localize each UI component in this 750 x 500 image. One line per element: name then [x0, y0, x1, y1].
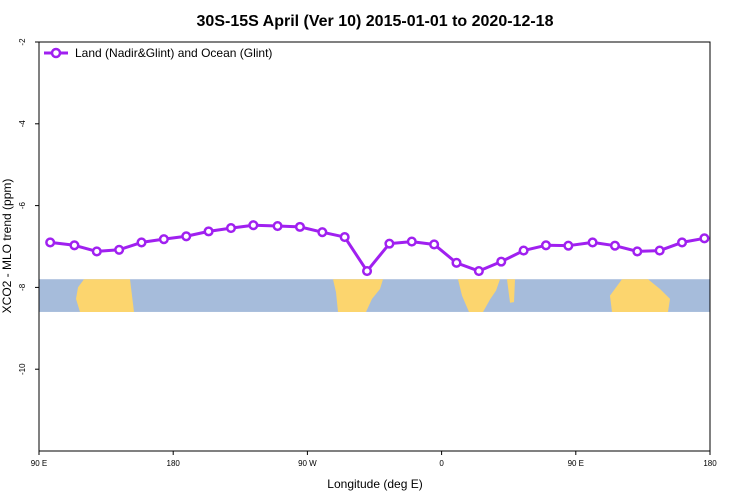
- data-point: [136, 237, 147, 248]
- y-tick-label: -8: [18, 283, 27, 291]
- data-point: [339, 232, 350, 243]
- y-tick-label: -6: [18, 201, 27, 209]
- data-point: [654, 245, 665, 256]
- map-landmass-0: [76, 279, 134, 312]
- data-point: [361, 265, 373, 277]
- data-point: [272, 221, 283, 232]
- y-tick-label: -10: [18, 363, 27, 375]
- data-point: [473, 265, 484, 277]
- data-point: [518, 245, 529, 256]
- plot-frame: [38, 41, 711, 452]
- x-tick-label: 90 E: [568, 459, 584, 468]
- data-point: [429, 239, 440, 250]
- map-landmass-3: [507, 279, 515, 303]
- data-point: [563, 240, 574, 251]
- axis-ticks: -2 -4 -6 -8 -10 90 E 180 90 W 0 90 E 180: [18, 38, 717, 468]
- data-point: [632, 246, 643, 257]
- data-point: [203, 226, 214, 237]
- data-point: [69, 240, 80, 251]
- data-point: [496, 256, 507, 267]
- x-tick-label: 0: [439, 459, 444, 468]
- data-point: [91, 246, 102, 257]
- data-point: [225, 223, 237, 234]
- x-tick-label: 180: [703, 459, 717, 468]
- data-point: [609, 240, 620, 251]
- data-point: [676, 237, 688, 248]
- data-point: [294, 221, 305, 232]
- x-tick-label: 90 W: [298, 459, 317, 468]
- y-tick-label: -2: [18, 38, 27, 46]
- x-tick-label: 180: [167, 459, 181, 468]
- plot-area: [39, 220, 710, 312]
- data-point: [158, 234, 169, 245]
- y-tick-label: -4: [18, 120, 27, 128]
- data-point: [317, 227, 328, 238]
- data-point: [699, 233, 710, 244]
- x-axis-label: Longitude (deg E): [327, 477, 422, 491]
- data-point: [181, 231, 192, 242]
- series-line: [50, 223, 705, 273]
- data-point: [540, 240, 552, 251]
- legend-label: Land (Nadir&Glint) and Ocean (Glint): [75, 46, 272, 60]
- data-point: [406, 236, 417, 247]
- data-point: [451, 257, 462, 268]
- map-landmass-2: [458, 279, 500, 312]
- chart-title: 30S-15S April (Ver 10) 2015-01-01 to 202…: [197, 13, 554, 30]
- data-point: [248, 220, 259, 231]
- map-landmass-1: [333, 279, 383, 312]
- data-point: [587, 237, 598, 248]
- data-point: [45, 237, 56, 248]
- map-landmass-4: [610, 279, 670, 312]
- y-axis-label: XCO2 - MLO trend (ppm): [0, 179, 14, 314]
- legend-marker-swatch: [50, 47, 62, 59]
- x-tick-label: 90 E: [31, 459, 47, 468]
- legend: Land (Nadir&Glint) and Ocean (Glint): [44, 46, 272, 60]
- data-point: [384, 238, 395, 249]
- data-point: [114, 244, 125, 255]
